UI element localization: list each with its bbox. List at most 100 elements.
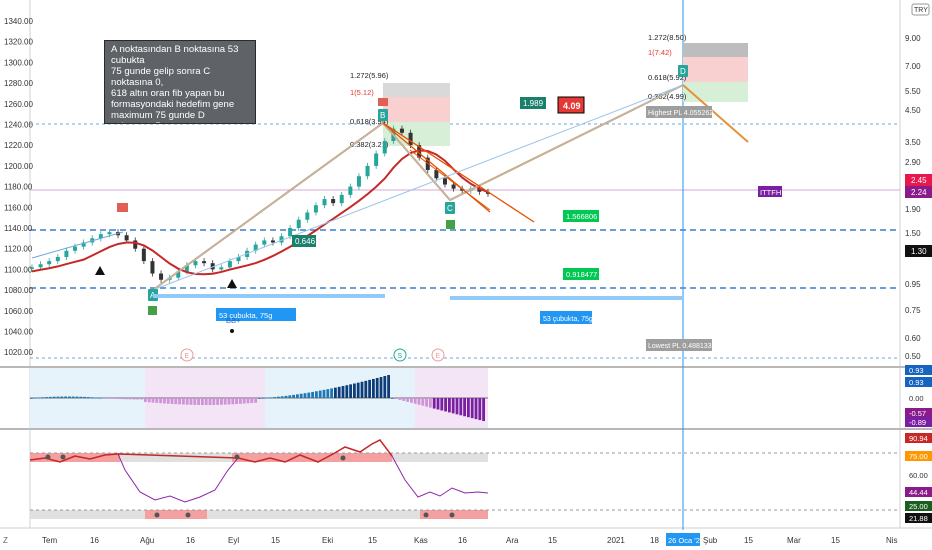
osc1-bar bbox=[394, 398, 398, 399]
osc1-bar bbox=[413, 398, 417, 404]
osc2-os-zone bbox=[145, 510, 207, 519]
osc1-bar bbox=[49, 396, 52, 398]
osc1-bar bbox=[330, 388, 333, 398]
price-candle bbox=[399, 128, 404, 133]
right-axis-tick: 9.00 bbox=[905, 34, 921, 43]
osc1-bar bbox=[235, 398, 238, 405]
left-axis-tick: 1200.00 bbox=[4, 162, 33, 171]
osc1-bar bbox=[425, 398, 428, 407]
osc1-bar bbox=[201, 398, 204, 405]
channel-line-mid bbox=[409, 149, 491, 211]
resistance-label: 4.09 bbox=[563, 101, 581, 111]
osc1-bar bbox=[440, 398, 444, 411]
right-axis-tick: 0.60 bbox=[905, 334, 921, 343]
highest-box bbox=[646, 106, 712, 118]
osc1-bar bbox=[444, 398, 447, 412]
fib-right-label: 1(7.42) bbox=[648, 48, 672, 57]
left-axis-tick: 1120.00 bbox=[4, 245, 33, 254]
osc1-bar bbox=[482, 398, 485, 422]
osc1-bar bbox=[30, 398, 33, 399]
osc1-bar bbox=[106, 398, 109, 399]
osc2-tick: 25.00 bbox=[909, 502, 928, 511]
ticker-tag-box bbox=[758, 186, 782, 197]
left-axis-tick: 1220.00 bbox=[4, 141, 33, 150]
osc1-bar bbox=[322, 389, 326, 398]
osc2-tick: 21.88 bbox=[909, 514, 928, 523]
osc1-bar bbox=[212, 398, 216, 405]
left-axis-tick: 1320.00 bbox=[4, 38, 33, 47]
point-marker-box bbox=[678, 65, 688, 77]
bar-count-label: 53 çubukta, 75g bbox=[543, 316, 593, 323]
osc1-bar bbox=[451, 398, 455, 414]
osc2-dot bbox=[45, 454, 51, 460]
badge-price-purple bbox=[905, 186, 932, 198]
price-candle bbox=[81, 242, 86, 247]
osc1-bar bbox=[318, 390, 322, 398]
osc1-bar bbox=[261, 397, 265, 399]
osc1-bar bbox=[140, 398, 143, 400]
badge-price-black bbox=[905, 245, 932, 257]
osc2-tick: 90.94 bbox=[909, 434, 928, 443]
point-marker-label: B bbox=[380, 111, 385, 120]
osc1-bar bbox=[410, 398, 413, 403]
osc1-bar bbox=[68, 396, 71, 398]
osc1-tick: 0.93 bbox=[909, 366, 924, 375]
osc2-badge bbox=[905, 513, 932, 523]
osc1-bar bbox=[353, 383, 356, 398]
x-axis-tick: 15 bbox=[368, 536, 377, 545]
osc1-bar bbox=[303, 393, 307, 398]
osc2-tick: 75.00 bbox=[909, 452, 928, 461]
ratio-box bbox=[292, 235, 316, 247]
osc1-bar bbox=[41, 397, 45, 399]
osc1-bar bbox=[102, 398, 105, 399]
osc1-bar bbox=[242, 398, 246, 404]
price-candle bbox=[210, 263, 215, 270]
ratio-label: 1.566806 bbox=[566, 212, 597, 221]
event-marker-label: E bbox=[436, 353, 441, 360]
osc1-bar bbox=[109, 398, 113, 399]
price-candle bbox=[356, 176, 361, 187]
price-candle bbox=[47, 261, 52, 265]
x-axis-tick: Şub bbox=[703, 536, 718, 545]
osc1-bar bbox=[337, 386, 341, 398]
price-candle bbox=[408, 132, 413, 146]
moving-average-line bbox=[31, 149, 489, 276]
price-candle bbox=[305, 212, 310, 220]
fib-left-label: 0.618(3.94) bbox=[350, 117, 389, 126]
osc2-badge bbox=[905, 501, 932, 511]
osc1-bar bbox=[455, 398, 459, 415]
osc1-bar bbox=[406, 398, 409, 402]
osc1-bar bbox=[45, 397, 48, 398]
annotation-note[interactable]: A noktasından B noktasına 53 cubukta 75 … bbox=[104, 40, 256, 124]
symbol-tag: TRY bbox=[914, 7, 928, 14]
osc1-bar bbox=[368, 379, 371, 398]
left-axis-tick: 1260.00 bbox=[4, 100, 33, 109]
osc1-bar bbox=[315, 391, 318, 398]
osc1-bar bbox=[151, 398, 155, 403]
crosshair-date: 26 Oca '21 bbox=[668, 536, 704, 545]
osc1-bar bbox=[132, 398, 136, 400]
fib-right-label: 0.382(4.99) bbox=[648, 92, 687, 101]
left-axis-tick: 1040.00 bbox=[4, 328, 33, 337]
x-axis-tick: 18 bbox=[650, 536, 659, 545]
left-axis-tick: 1340.00 bbox=[4, 17, 33, 26]
osc1-bar bbox=[273, 397, 276, 398]
bar-count-box bbox=[216, 308, 296, 321]
osc1-bar bbox=[193, 398, 197, 405]
price-candle bbox=[374, 153, 379, 166]
price-candle bbox=[38, 264, 43, 268]
fib-left-label: 1.272(5.96) bbox=[350, 71, 389, 80]
osc1-bar bbox=[94, 397, 98, 399]
price-candle bbox=[451, 184, 456, 189]
right-axis-tick: 3.50 bbox=[905, 138, 921, 147]
osc2-badge bbox=[905, 451, 932, 461]
price-candle bbox=[236, 256, 241, 262]
osc1-bar bbox=[220, 398, 223, 405]
price-candle bbox=[98, 234, 103, 239]
bar-count-label: 53 çubukta, 75g bbox=[219, 311, 272, 320]
osc1-bar bbox=[52, 396, 56, 398]
osc1-bar bbox=[147, 398, 151, 403]
bb-tag: BB+ bbox=[226, 316, 241, 325]
